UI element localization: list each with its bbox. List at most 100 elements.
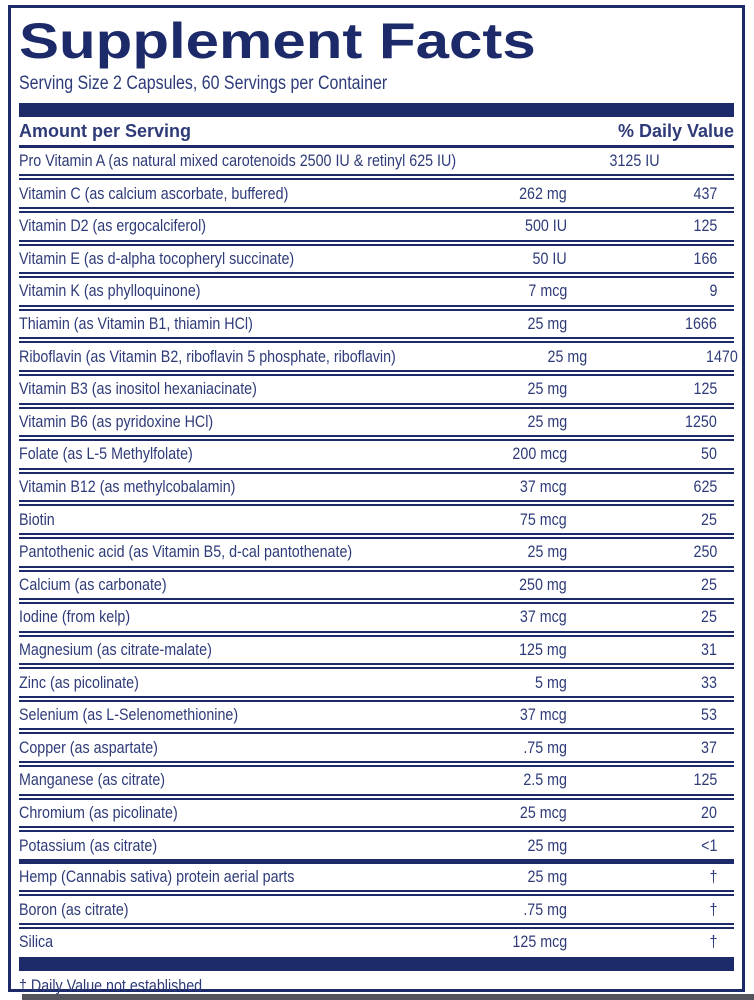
nutrient-amount: 37 mcg (447, 607, 567, 627)
page-title-text: Supplement Facts (19, 13, 536, 69)
nutrient-amount: 2.5 mg (447, 770, 567, 790)
nutrient-name-text: Pro Vitamin A (as natural mixed caroteno… (19, 151, 457, 171)
nutrient-daily-value-text: 37 (701, 737, 717, 757)
nutrient-amount: 500 IU (447, 216, 567, 236)
nutrient-daily-value-text: 53 (701, 705, 717, 725)
nutrient-name: Silica (19, 932, 447, 952)
nutrient-amount: 262 mg (447, 184, 567, 204)
nutrient-amount: 25 mg (447, 314, 567, 334)
nutrient-daily-value-text: 166 (693, 248, 717, 268)
nutrient-daily-value: 125 (567, 216, 734, 236)
nutrient-daily-value-text: 437 (693, 183, 717, 203)
nutrient-amount-text: 500 IU (524, 216, 567, 236)
row-separator-double (19, 598, 734, 605)
nutrient-amount: 25 mg (447, 412, 567, 432)
nutrient-daily-value-text: 9 (709, 281, 717, 301)
row-separator-double (19, 435, 734, 442)
nutrient-daily-value: 20 (567, 803, 734, 823)
row-separator-double (19, 402, 734, 409)
nutrient-daily-value: 1250 (567, 412, 734, 432)
amount-per-serving-header: Amount per Serving (19, 120, 192, 141)
nutrient-daily-value: † (567, 867, 734, 887)
nutrient-name-text: Riboflavin (as Vitamin B2, riboflavin 5 … (19, 346, 396, 366)
row-separator-double (19, 695, 734, 702)
nutrient-name: Thiamin (as Vitamin B1, thiamin HCl) (19, 314, 447, 334)
row-separator-double (19, 923, 734, 930)
nutrient-amount: 25 mcg (447, 803, 567, 823)
table-row: Riboflavin (as Vitamin B2, riboflavin 5 … (19, 343, 738, 370)
nutrient-name: Vitamin C (as calcium ascorbate, buffere… (19, 184, 447, 204)
nutrient-name-text: Potassium (as citrate) (19, 835, 158, 855)
nutrient-name: Copper (as aspartate) (19, 738, 447, 758)
nutrient-daily-value: 31 (567, 640, 734, 660)
nutrient-amount-text: 37 mcg (520, 705, 567, 725)
nutrient-daily-value: 50 (567, 444, 734, 464)
nutrient-name-text: Vitamin C (as calcium ascorbate, buffere… (19, 183, 289, 203)
nutrient-amount-text: 5 mg (535, 672, 567, 692)
nutrient-daily-value-text: 1250 (685, 411, 717, 431)
footnote-text: † Daily Value not established (19, 975, 203, 995)
table-row: Folate (as L-5 Methylfolate) 200 mcg 50 (19, 441, 734, 468)
nutrient-name: Iodine (from kelp) (19, 607, 447, 627)
table-row: Potassium (as citrate) 25 mg <1 (19, 832, 734, 859)
nutrient-name-text: Vitamin D2 (as ergocalciferol) (19, 216, 207, 236)
nutrient-amount-text: .75 mg (523, 899, 567, 919)
nutrient-daily-value-text: 1666 (685, 314, 717, 334)
column-header-row: Amount per Serving % Daily Value (19, 118, 734, 145)
nutrient-name-text: Silica (19, 932, 54, 952)
nutrient-name: Biotin (19, 510, 447, 530)
nutrient-name-text: Magnesium (as citrate-malate) (19, 640, 212, 659)
serving-info-text: Serving Size 2 Capsules, 60 Servings per… (19, 73, 388, 94)
table-row: Vitamin B3 (as inositol hexaniacinate) 2… (19, 376, 734, 403)
nutrient-daily-value-text: 31 (701, 640, 717, 659)
nutrient-daily-value: 25 (567, 575, 734, 595)
row-separator-double (19, 304, 734, 311)
nutrient-name: Riboflavin (as Vitamin B2, riboflavin 5 … (19, 347, 468, 367)
nutrient-amount: 7 mcg (447, 281, 567, 301)
nutrient-amount: 200 mcg (447, 444, 567, 464)
nutrient-name-text: Vitamin B3 (as inositol hexaniacinate) (19, 379, 257, 399)
nutrient-amount: 25 mg (447, 379, 567, 399)
nutrient-amount-text: 25 mg (527, 542, 567, 562)
row-separator-double (19, 239, 734, 246)
nutrient-name-text: Thiamin (as Vitamin B1, thiamin HCl) (19, 314, 253, 334)
supplement-facts-label: Supplement Facts Serving Size 2 Capsules… (8, 5, 745, 995)
row-separator-double (19, 369, 734, 376)
table-row: Vitamin B6 (as pyridoxine HCl) 25 mg 125… (19, 409, 734, 436)
row-separator-double (19, 793, 734, 800)
table-row: Vitamin B12 (as methylcobalamin) 37 mcg … (19, 474, 734, 501)
nutrient-name: Folate (as L-5 Methylfolate) (19, 444, 447, 464)
nutrient-name: Boron (as citrate) (19, 900, 447, 920)
nutrient-daily-value-text: 25 (701, 574, 717, 594)
nutrient-name-text: Folate (as L-5 Methylfolate) (19, 444, 193, 464)
nutrient-amount: 25 mg (447, 867, 567, 887)
bottom-edge-shadow (22, 994, 754, 1000)
table-row: Copper (as aspartate) .75 mg 37 (19, 734, 734, 761)
nutrient-amount-text: 25 mg (527, 314, 567, 334)
row-separator-double (19, 890, 734, 897)
table-row: Chromium (as picolinate) 25 mcg 20 (19, 800, 734, 827)
nutrient-daily-value: 53 (567, 705, 734, 725)
row-separator-bar (19, 956, 734, 971)
nutrient-name: Vitamin D2 (as ergocalciferol) (19, 216, 447, 236)
nutrient-amount: 125 mcg (447, 932, 567, 952)
nutrient-daily-value: 125 (567, 379, 734, 399)
row-separator-double (19, 663, 734, 670)
nutrient-name: Manganese (as citrate) (19, 770, 447, 790)
row-separator-double (19, 337, 734, 344)
table-row: Silica 125 mcg † (19, 929, 734, 956)
nutrient-amount: 5 mg (447, 673, 567, 693)
table-row: Hemp (Cannabis sativa) protein aerial pa… (19, 864, 734, 891)
table-row: Pro Vitamin A (as natural mixed caroteno… (19, 148, 734, 175)
nutrient-amount: 25 mg (447, 542, 567, 562)
nutrient-name: Selenium (as L-Selenomethionine) (19, 705, 447, 725)
table-row: Calcium (as carbonate) 250 mg 25 (19, 572, 734, 599)
nutrient-name: Calcium (as carbonate) (19, 575, 447, 595)
nutrient-daily-value-text: 20 (701, 802, 717, 822)
nutrient-name: Zinc (as picolinate) (19, 673, 447, 693)
nutrient-daily-value: <1 (567, 836, 734, 856)
nutrient-amount: 37 mcg (447, 477, 567, 497)
table-row: Vitamin D2 (as ergocalciferol) 500 IU 12… (19, 213, 734, 240)
row-separator-double (19, 630, 734, 637)
